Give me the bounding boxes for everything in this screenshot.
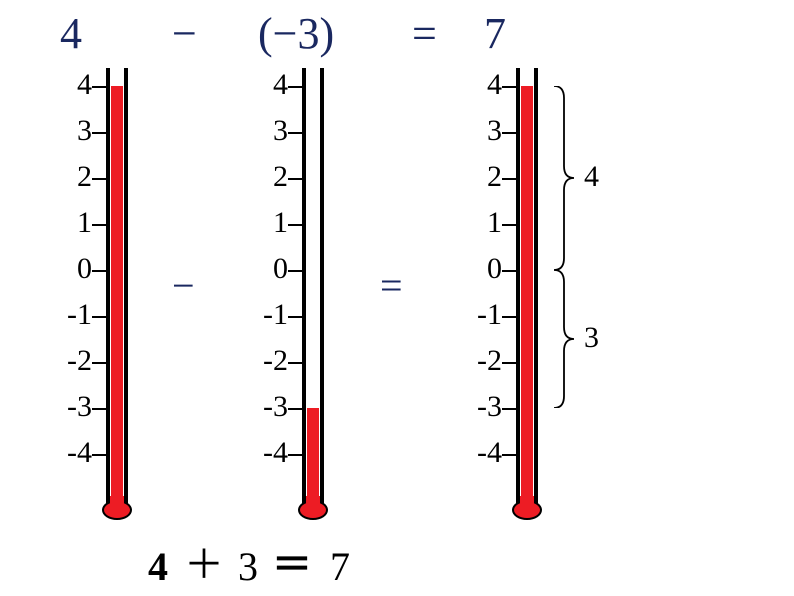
- tick-label: 1: [238, 206, 288, 240]
- tick-mark: [288, 362, 302, 364]
- tick-mark: [92, 454, 106, 456]
- top-eq-c: 7: [484, 8, 506, 59]
- tick-mark: [502, 408, 516, 410]
- tick-mark: [288, 86, 302, 88]
- thermometer-bulb-join: [110, 496, 124, 506]
- tick-label: 1: [42, 206, 92, 240]
- top-eq-minus: −: [172, 8, 197, 59]
- tick-label: 3: [42, 114, 92, 148]
- tick-label: 4: [42, 68, 92, 102]
- tick-mark: [502, 132, 516, 134]
- thermometer-fill: [307, 408, 319, 508]
- tick-label: -1: [238, 298, 288, 332]
- tick-mark: [502, 224, 516, 226]
- mid-minus: −: [172, 262, 195, 309]
- tick-label: -4: [238, 436, 288, 470]
- tick-mark: [92, 224, 106, 226]
- tick-mark: [92, 178, 106, 180]
- top-eq-equals: =: [412, 8, 437, 59]
- mid-equals: =: [380, 262, 403, 309]
- tick-label: 0: [238, 252, 288, 286]
- tick-label: -2: [452, 344, 502, 378]
- tick-mark: [502, 454, 516, 456]
- tick-mark: [288, 270, 302, 272]
- tick-label: -2: [238, 344, 288, 378]
- tick-mark: [92, 86, 106, 88]
- tick-label: 3: [238, 114, 288, 148]
- thermometer-fill: [111, 86, 123, 508]
- tick-label: -4: [42, 436, 92, 470]
- tick-mark: [288, 224, 302, 226]
- brace-label-upper: 4: [584, 160, 599, 194]
- tick-label: -3: [452, 390, 502, 424]
- tick-label: 0: [42, 252, 92, 286]
- bot-eq-eq: ＝: [272, 532, 312, 590]
- tick-label: -4: [452, 436, 502, 470]
- tick-mark: [288, 132, 302, 134]
- tick-label: 1: [452, 206, 502, 240]
- tick-label: 4: [238, 68, 288, 102]
- tick-label: -1: [42, 298, 92, 332]
- tick-mark: [288, 178, 302, 180]
- tick-mark: [288, 454, 302, 456]
- tick-mark: [502, 270, 516, 272]
- tick-label: -2: [42, 344, 92, 378]
- tick-mark: [92, 270, 106, 272]
- top-eq-b: (−3): [258, 8, 334, 59]
- tick-label: 2: [42, 160, 92, 194]
- bot-eq-a: 4: [148, 543, 168, 590]
- tick-label: 2: [238, 160, 288, 194]
- brace-label-lower: 3: [584, 321, 599, 355]
- thermometer-bulb-join: [520, 496, 534, 506]
- tick-label: 2: [452, 160, 502, 194]
- tick-mark: [288, 316, 302, 318]
- top-eq-a: 4: [60, 8, 82, 59]
- thermometer-bulb-join: [306, 496, 320, 506]
- tick-label: -3: [238, 390, 288, 424]
- tick-label: 4: [452, 68, 502, 102]
- tick-mark: [288, 408, 302, 410]
- tick-mark: [92, 408, 106, 410]
- brace-lower: [550, 270, 580, 408]
- brace-upper: [550, 86, 580, 270]
- tick-mark: [92, 132, 106, 134]
- thermometer-1: 43210-1-2-3-4: [100, 68, 134, 538]
- bot-eq-plus: ＋: [184, 532, 224, 590]
- tick-mark: [502, 86, 516, 88]
- bot-eq-b: 3: [238, 543, 258, 590]
- thermometer-3: 43210-1-2-3-4: [510, 68, 544, 538]
- tick-mark: [502, 178, 516, 180]
- tick-label: 0: [452, 252, 502, 286]
- tick-mark: [92, 362, 106, 364]
- tick-mark: [502, 316, 516, 318]
- tick-mark: [502, 362, 516, 364]
- tick-label: 3: [452, 114, 502, 148]
- bot-eq-c: 7: [330, 543, 350, 590]
- thermometer-2: 43210-1-2-3-4: [296, 68, 330, 538]
- tick-mark: [92, 316, 106, 318]
- tick-label: -3: [42, 390, 92, 424]
- thermometer-fill: [521, 86, 533, 508]
- tick-label: -1: [452, 298, 502, 332]
